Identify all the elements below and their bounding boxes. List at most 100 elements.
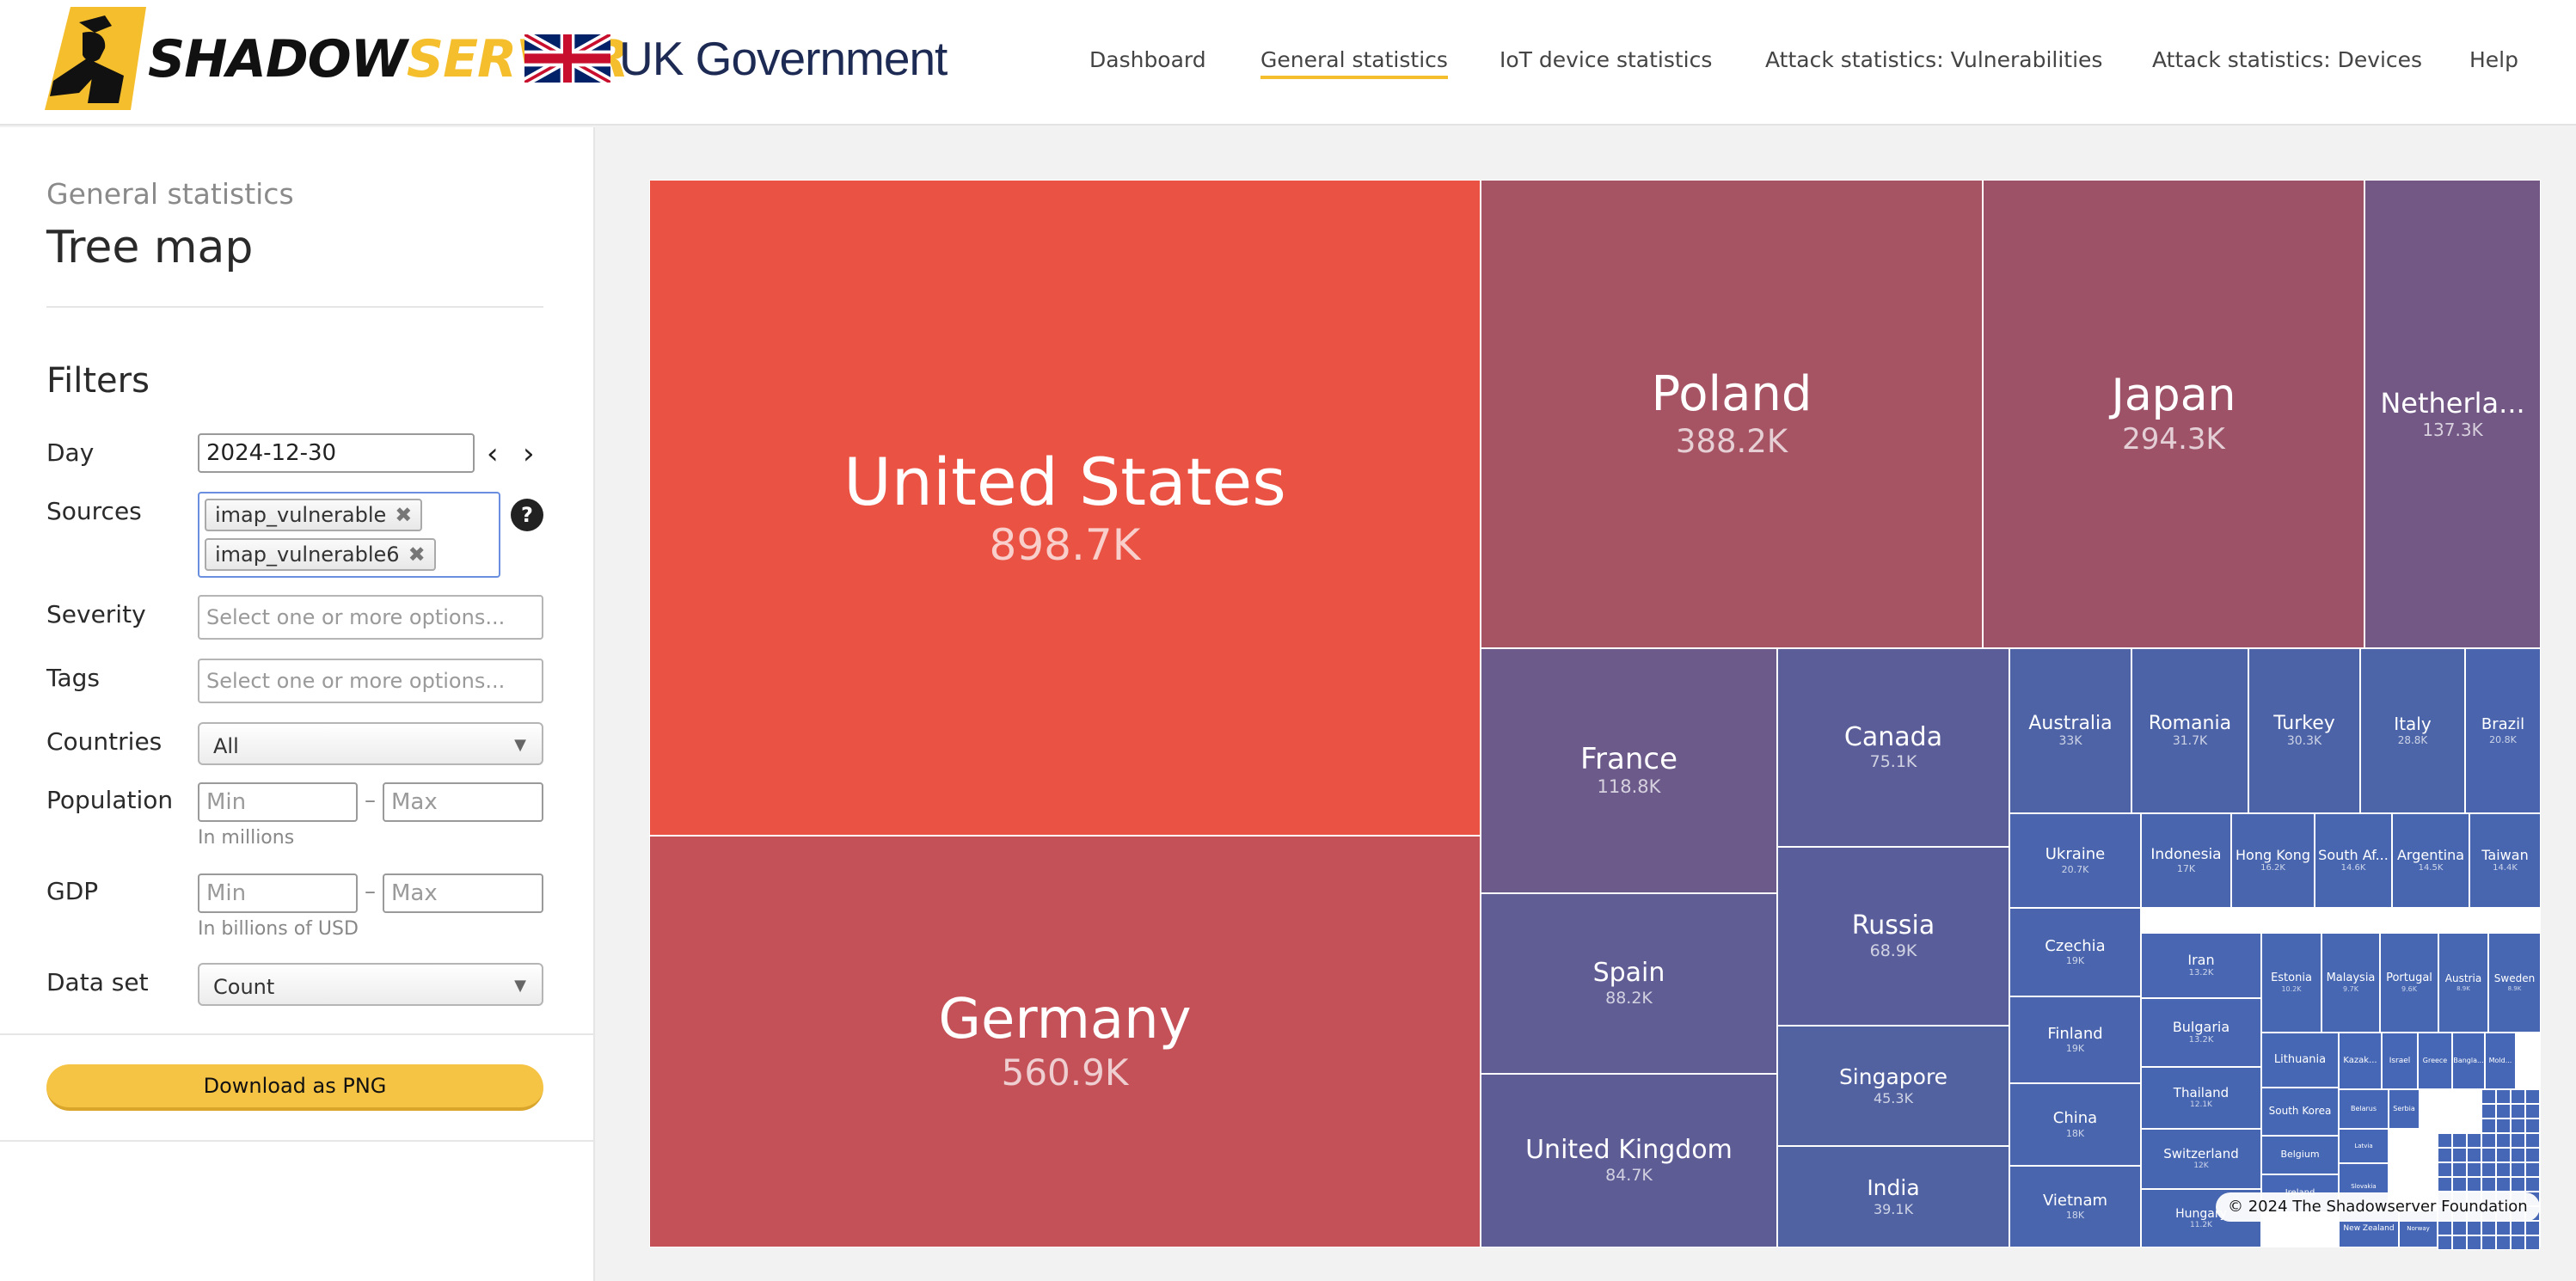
treemap-tile[interactable]: Japan 294.3K — [1983, 180, 2364, 648]
treemap-tile[interactable]: Portugal 9.6K — [2380, 933, 2438, 1033]
treemap-tile[interactable]: Mold... — [2485, 1033, 2516, 1089]
source-chip[interactable]: imap_vulnerable ✖ — [205, 499, 423, 531]
treemap-tile-small[interactable] — [2481, 1221, 2496, 1235]
treemap-tile-small[interactable] — [2452, 1221, 2467, 1235]
treemap-tile-small[interactable] — [2496, 1089, 2511, 1104]
treemap-tile[interactable]: Germany 560.9K — [649, 836, 1481, 1247]
source-chip[interactable]: imap_vulnerable6 ✖ — [205, 538, 436, 571]
treemap-tile[interactable]: Brazil 20.8K — [2465, 648, 2541, 813]
shadowserver-logo-icon[interactable] — [45, 7, 146, 110]
treemap-tile[interactable]: Israel — [2382, 1033, 2418, 1089]
nav-dashboard[interactable]: Dashboard — [1089, 47, 1206, 72]
treemap-tile[interactable]: Lithuania — [2261, 1033, 2339, 1088]
next-day-chevron-right-icon[interactable]: › — [523, 437, 535, 471]
sources-multiselect[interactable]: imap_vulnerable ✖ imap_vulnerable6 ✖ — [198, 492, 500, 578]
treemap-tile-small[interactable] — [2481, 1089, 2496, 1104]
treemap-tile[interactable]: Italy 28.8K — [2360, 648, 2465, 813]
treemap-tile-small[interactable] — [2511, 1177, 2525, 1192]
treemap-tile[interactable]: United States 898.7K — [649, 180, 1481, 836]
treemap-tile[interactable]: Estonia 10.2K — [2261, 933, 2321, 1033]
treemap-tile-small[interactable] — [2496, 1235, 2511, 1250]
treemap-tile-small[interactable] — [2496, 1104, 2511, 1119]
treemap-tile[interactable]: Czechia 19K — [2009, 908, 2141, 996]
treemap-tile-small[interactable] — [2525, 1148, 2540, 1162]
treemap-tile-small[interactable] — [2452, 1235, 2467, 1250]
tags-input[interactable] — [198, 659, 543, 703]
treemap-tile[interactable]: South Korea — [2261, 1088, 2339, 1136]
treemap-tile-small[interactable] — [2511, 1119, 2525, 1133]
treemap-tile-small[interactable] — [2525, 1177, 2540, 1192]
treemap-tile[interactable]: Australia 33K — [2009, 648, 2131, 813]
download-png-button[interactable]: Download as PNG — [46, 1064, 543, 1111]
treemap-tile-small[interactable] — [2525, 1104, 2540, 1119]
treemap-tile-small[interactable] — [2438, 1133, 2452, 1148]
treemap-tile[interactable]: Poland 388.2K — [1481, 180, 1983, 648]
treemap-tile-small[interactable] — [2467, 1133, 2481, 1148]
treemap-tile[interactable]: Thailand 12.1K — [2141, 1067, 2261, 1129]
treemap-tile-small[interactable] — [2481, 1133, 2496, 1148]
treemap-tile[interactable]: Malaysia 9.7K — [2321, 933, 2380, 1033]
treemap-tile[interactable]: Ukraine 20.7K — [2009, 813, 2141, 908]
treemap-tile[interactable]: United Kingdom 84.7K — [1481, 1074, 1777, 1247]
dataset-select[interactable]: Count ▼ — [198, 963, 543, 1006]
treemap-tile[interactable]: Bangla... — [2452, 1033, 2485, 1089]
treemap-tile[interactable]: Austria 8.9K — [2438, 933, 2488, 1033]
treemap-tile-small[interactable] — [2481, 1148, 2496, 1162]
treemap-tile[interactable]: Kazak... — [2339, 1033, 2382, 1089]
treemap-tile[interactable]: Serbia — [2389, 1089, 2420, 1129]
treemap-tile-small[interactable] — [2481, 1235, 2496, 1250]
remove-chip-close-icon[interactable]: ✖ — [395, 503, 413, 527]
shadowserver-wordmark[interactable]: SHADOWSERVER — [148, 29, 629, 89]
treemap-tile-small[interactable] — [2438, 1162, 2452, 1177]
treemap-tile[interactable]: South Af... 14.6K — [2315, 813, 2392, 908]
severity-input[interactable] — [198, 595, 543, 640]
treemap-tile-small[interactable] — [2467, 1177, 2481, 1192]
treemap-tile[interactable]: Belarus — [2339, 1089, 2389, 1129]
nav-iot-device-statistics[interactable]: IoT device statistics — [1500, 47, 1713, 72]
treemap-tile-small[interactable] — [2496, 1119, 2511, 1133]
treemap-tile-small[interactable] — [2452, 1162, 2467, 1177]
treemap-tile[interactable]: Argentina 14.5K — [2392, 813, 2469, 908]
treemap-tile[interactable]: China 18K — [2009, 1083, 2141, 1166]
treemap-tile[interactable]: Turkey 30.3K — [2248, 648, 2360, 813]
treemap-tile-small[interactable] — [2511, 1133, 2525, 1148]
treemap-tile[interactable]: Hong Kong 16.2K — [2231, 813, 2315, 908]
treemap-tile[interactable]: Singapore 45.3K — [1777, 1026, 2009, 1146]
population-max-input[interactable] — [383, 782, 543, 822]
treemap-tile-small[interactable] — [2452, 1148, 2467, 1162]
treemap-tile-small[interactable] — [2438, 1148, 2452, 1162]
treemap-tile-small[interactable] — [2467, 1235, 2481, 1250]
treemap-tile-small[interactable] — [2525, 1162, 2540, 1177]
treemap-tile-small[interactable] — [2496, 1133, 2511, 1148]
gdp-max-input[interactable] — [383, 873, 543, 913]
treemap-tile-small[interactable] — [2511, 1089, 2525, 1104]
treemap-tile-small[interactable] — [2438, 1221, 2452, 1235]
treemap-tile-small[interactable] — [2511, 1104, 2525, 1119]
treemap-tile[interactable]: France 118.8K — [1481, 648, 1777, 893]
treemap-tile-small[interactable] — [2496, 1221, 2511, 1235]
treemap-tile-small[interactable] — [2467, 1221, 2481, 1235]
treemap-tile-small[interactable] — [2496, 1148, 2511, 1162]
treemap-tile[interactable]: Latvia — [2339, 1129, 2389, 1163]
treemap-tile-small[interactable] — [2511, 1221, 2525, 1235]
treemap-tile[interactable]: Iran 13.2K — [2141, 933, 2261, 998]
nav-attack-vulnerabilities[interactable]: Attack statistics: Vulnerabilities — [1765, 47, 2103, 72]
treemap-tile-small[interactable] — [2481, 1119, 2496, 1133]
treemap-tile[interactable]: Switzerland 12K — [2141, 1129, 2261, 1189]
treemap-tile[interactable]: Spain 88.2K — [1481, 893, 1777, 1074]
treemap-tile[interactable]: India 39.1K — [1777, 1146, 2009, 1247]
day-input[interactable] — [198, 433, 475, 473]
treemap-tile-small[interactable] — [2511, 1162, 2525, 1177]
treemap-tile[interactable]: Taiwan 14.4K — [2469, 813, 2541, 908]
treemap-tile[interactable]: Canada 75.1K — [1777, 648, 2009, 847]
treemap-tile-small[interactable] — [2511, 1235, 2525, 1250]
previous-day-chevron-left-icon[interactable]: ‹ — [487, 437, 499, 471]
treemap-tile-small[interactable] — [2481, 1177, 2496, 1192]
treemap-tile-small[interactable] — [2511, 1148, 2525, 1162]
treemap-tile-small[interactable] — [2525, 1235, 2540, 1250]
treemap-tile-small[interactable] — [2467, 1162, 2481, 1177]
treemap-tile[interactable]: Indonesia 17K — [2141, 813, 2231, 908]
nav-attack-devices[interactable]: Attack statistics: Devices — [2152, 47, 2423, 72]
treemap-tile[interactable]: Romania 31.7K — [2131, 648, 2248, 813]
treemap-tile-small[interactable] — [2467, 1148, 2481, 1162]
